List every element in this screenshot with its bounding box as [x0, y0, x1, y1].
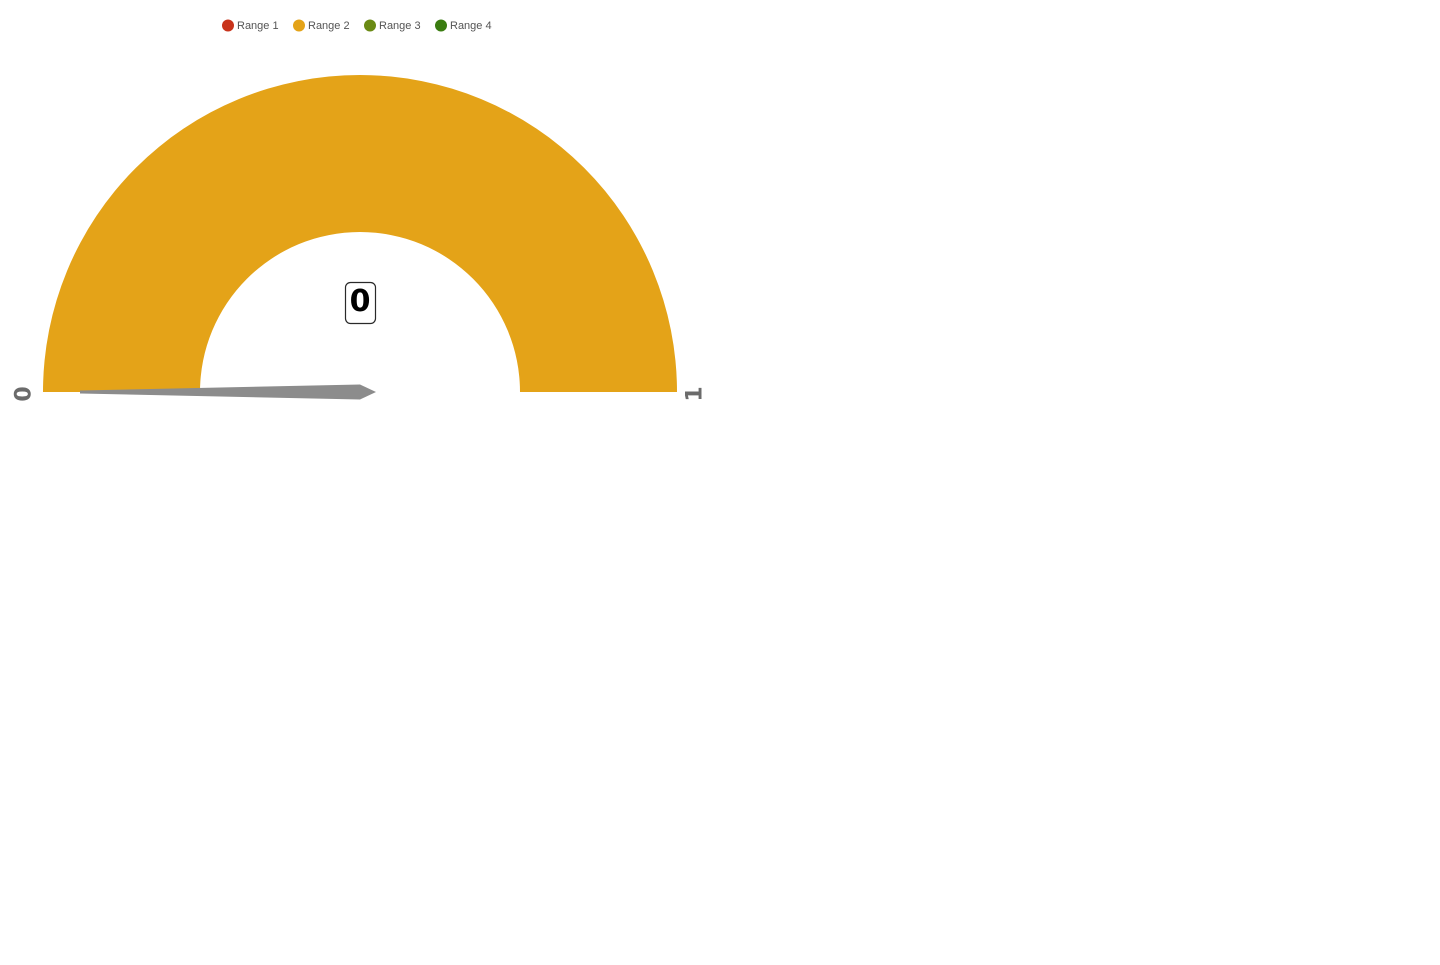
value-label-box [344, 281, 377, 325]
legend-label: Range 3 [379, 20, 421, 32]
legend-marker [222, 19, 234, 32]
value-label: 0 [350, 284, 371, 319]
scale-min-label: 0 [12, 386, 37, 401]
legend-marker [293, 19, 305, 32]
legend-item-range-1[interactable]: Range 1 [222, 19, 279, 33]
legend-label: Range 2 [308, 20, 350, 32]
legend-label: Range 4 [450, 20, 492, 32]
legend-marker [435, 19, 447, 32]
legend-item-range-4[interactable]: Range 4 [435, 19, 492, 33]
gauge-band-range-2 [43, 75, 677, 392]
legend-item-range-2[interactable]: Range 2 [293, 19, 350, 33]
value-display: 0 [344, 281, 377, 325]
gauge-needle [80, 384, 376, 400]
legend-label: Range 1 [237, 20, 279, 32]
legend-item-range-3[interactable]: Range 3 [364, 19, 421, 33]
legend-marker [364, 19, 376, 32]
scale-max-label: 1 [683, 386, 708, 401]
legend: Range 1 Range 2 Range 3 Range 4 [222, 19, 492, 33]
